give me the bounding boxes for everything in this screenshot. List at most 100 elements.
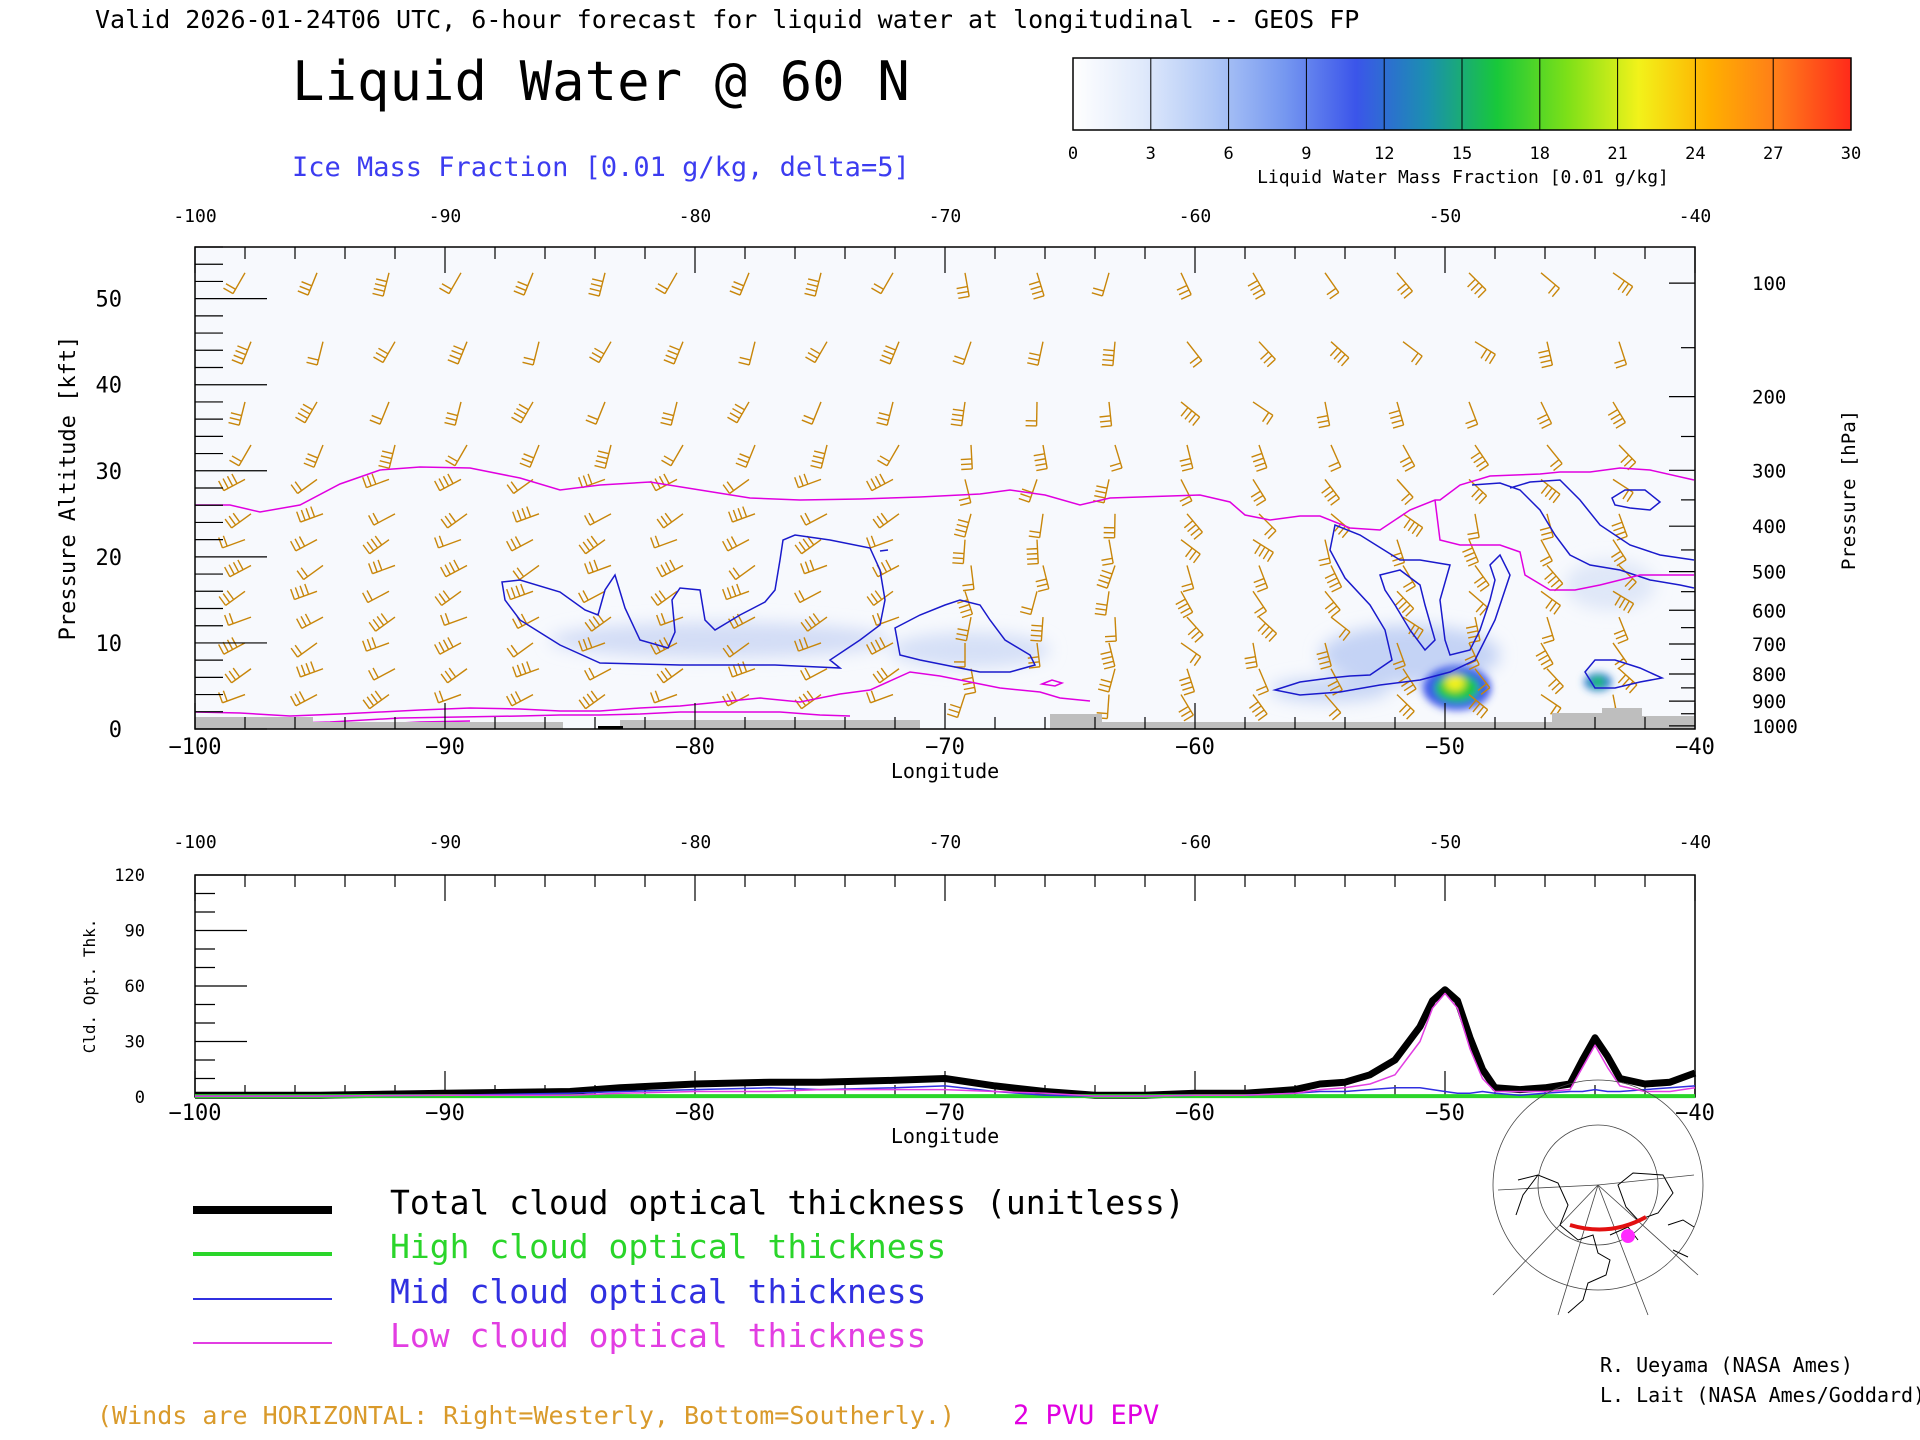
wind-barb-feather (516, 407, 527, 415)
wind-barb-feather (960, 458, 972, 461)
wind-barb-feather (1324, 490, 1334, 498)
colorbar-tick-label: 21 (1607, 144, 1627, 164)
wind-barb (519, 444, 540, 468)
wind-barb-feather (794, 640, 800, 652)
wind-barb-feather (1028, 280, 1040, 286)
wind-barb-staff (1038, 513, 1044, 538)
wind-barb (368, 512, 396, 526)
wind-barb-feather (587, 473, 593, 485)
wind-barb-feather (1256, 466, 1268, 472)
wind-barb-feather (374, 283, 386, 288)
wind-barb (1468, 590, 1488, 616)
wind-barb-feather (1553, 463, 1563, 472)
wind-barb-feather (1177, 602, 1189, 610)
wind-barb (296, 613, 324, 629)
wind-barb-staff (729, 478, 750, 495)
wind-barb-feather (739, 453, 751, 459)
wind-barb (290, 536, 318, 552)
wind-barb-feather (516, 567, 525, 578)
wind-barb-feather (511, 416, 522, 424)
wind-barb-feather (654, 535, 660, 547)
wind-barb-staff (820, 444, 828, 469)
wind-barb (434, 637, 462, 655)
wind-barb-staff (1546, 444, 1563, 465)
wind-barb-feather (438, 641, 445, 653)
wind-barb (805, 341, 828, 364)
terrain-sea (1102, 722, 1552, 729)
wind-barb (522, 341, 540, 366)
bottom-x-tick-label: −100 (169, 1101, 222, 1126)
wind-barb-feather (222, 690, 228, 702)
wind-barb-feather (731, 585, 737, 597)
wind-barb (434, 473, 462, 492)
wind-barb (229, 444, 252, 467)
wind-barb-feather (1467, 278, 1476, 288)
wind-barb-feather (960, 608, 972, 614)
wind-barb-feather (1319, 562, 1331, 567)
top-axis-tick-label: -100 (173, 206, 216, 227)
wind-barb-feather (1551, 287, 1560, 298)
wind-barb-feather (372, 618, 381, 629)
wind-barb-feather (226, 590, 235, 600)
wind-barb-feather (1403, 518, 1411, 529)
wind-barb-feather (1189, 653, 1198, 664)
wind-barb (1258, 341, 1276, 368)
wind-barb-staff (1474, 565, 1490, 586)
wind-barb-feather (1256, 685, 1267, 692)
epv-contour-fold (1434, 499, 1694, 591)
bottom-x-tick-label: −80 (675, 1101, 715, 1126)
wind-barb (1099, 401, 1113, 428)
wind-barb-staff (1396, 272, 1413, 292)
wind-barb-staff (369, 694, 390, 710)
wind-barb-feather (448, 667, 457, 678)
pressure-tick-label: 600 (1752, 600, 1786, 622)
wind-barb-feather (523, 356, 535, 361)
wind-barb (1535, 642, 1554, 670)
wind-barb (1252, 539, 1274, 563)
wind-barb-feather (951, 418, 963, 422)
wind-barb-feather (444, 613, 450, 624)
wind-barb-feather (438, 593, 447, 603)
wind-barb-feather (1479, 584, 1490, 592)
bottom-axis-tick-label: −60 (1175, 735, 1215, 760)
wind-barb-staff (513, 478, 534, 495)
wind-barb-feather (300, 567, 309, 578)
wind-barb (1104, 617, 1117, 643)
wind-barb-feather (1318, 557, 1330, 562)
wind-barb-feather (1327, 494, 1337, 502)
wind-barb (660, 401, 678, 426)
wind-barb-feather (1543, 639, 1555, 644)
wind-barb-feather (1392, 557, 1404, 562)
wind-barb-feather (1183, 690, 1195, 696)
wind-barb (434, 590, 462, 606)
wind-barb-feather (1264, 629, 1274, 639)
wind-barb (506, 642, 534, 658)
wind-barb-staff (366, 642, 390, 652)
wind-barb-feather (582, 541, 591, 552)
wind-barb-feather (522, 361, 534, 366)
bottom-top-axis-tick-label: -90 (429, 832, 462, 853)
wind-barb-feather (228, 613, 234, 624)
top-panel-tick-labels: -100 −100 -90 −90 -80 −80 -70 −70 -60 −60 -50 −50 -4… (96, 206, 1798, 760)
wind-barb (650, 535, 678, 549)
wind-barb (794, 590, 822, 604)
wind-barb-feather (307, 453, 319, 459)
wind-barb-staff (1402, 444, 1416, 467)
wind-barb-feather (1029, 530, 1041, 534)
wind-barb-staff (375, 616, 396, 632)
wind-barb-feather (1398, 675, 1409, 683)
wind-barb-feather (1098, 579, 1110, 585)
wind-barb-staff (304, 401, 318, 424)
wind-barb-feather (1617, 638, 1629, 645)
wind-barb-feather (1257, 587, 1268, 593)
wind-barb-feather (1101, 557, 1113, 561)
ice-contours (501, 479, 1695, 696)
wind-barb-feather (728, 666, 734, 678)
bottom-axis-tick-label: −100 (169, 735, 222, 760)
wind-barb-feather (656, 673, 665, 684)
wind-barb-feather (1267, 530, 1277, 540)
wind-barb-staff (1546, 616, 1555, 641)
wind-barb-staff (294, 590, 318, 601)
wind-barb-staff (366, 478, 390, 489)
wind-barb-staff (1114, 617, 1117, 642)
